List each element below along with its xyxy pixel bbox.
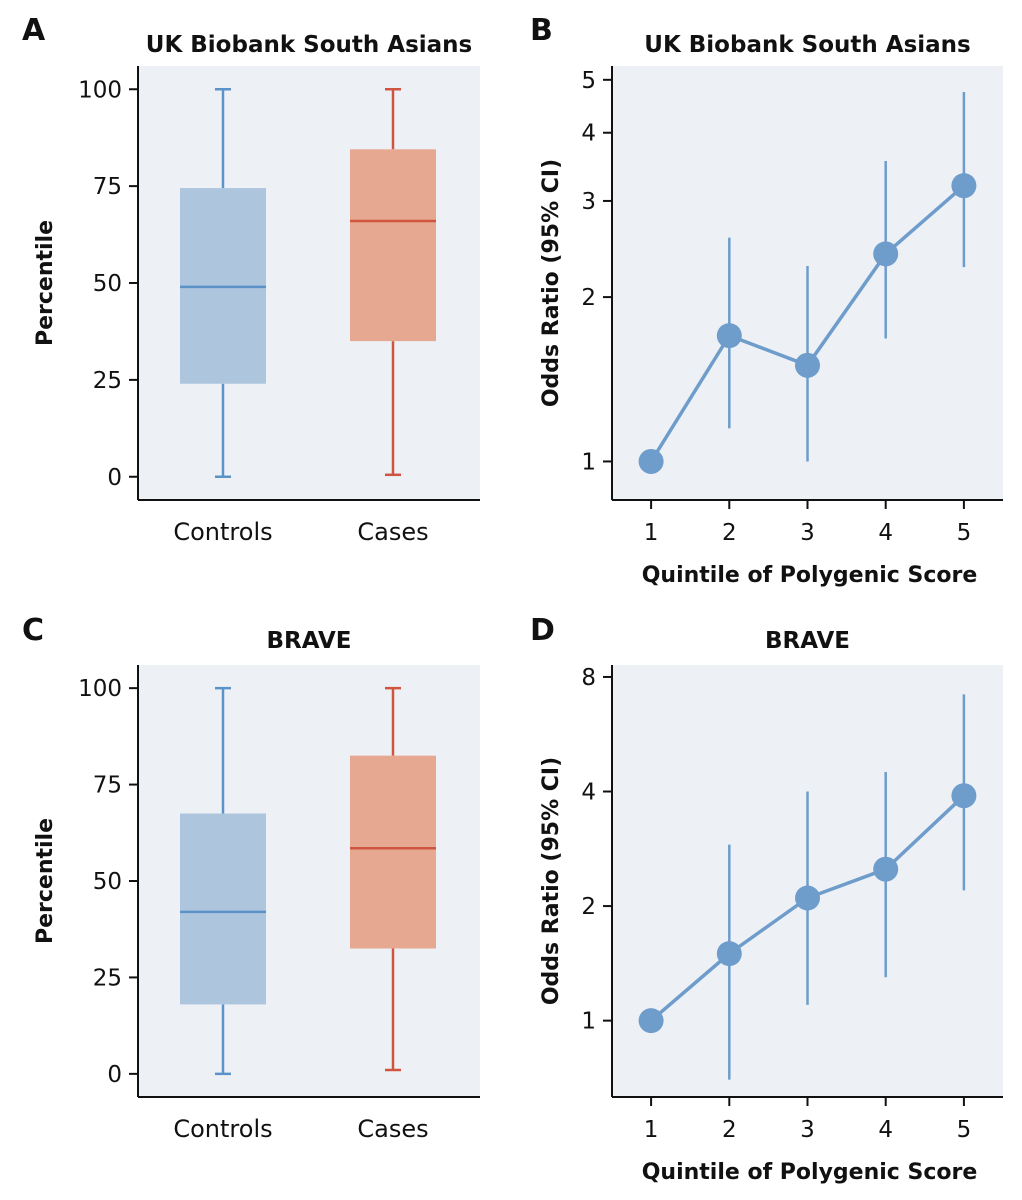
or-point bbox=[873, 241, 899, 267]
x-axis-label: Quintile of Polygenic Score bbox=[642, 1160, 978, 1185]
y-tick-label: 4 bbox=[581, 121, 596, 147]
chart-title: BRAVE bbox=[765, 628, 850, 654]
panel-letter: C bbox=[22, 613, 44, 648]
or-point bbox=[951, 173, 977, 199]
or-point bbox=[951, 783, 977, 809]
y-tick-label: 2 bbox=[581, 894, 596, 920]
x-tick-label: 5 bbox=[957, 1117, 972, 1143]
x-tick-label: 5 bbox=[957, 520, 972, 546]
panel-letter: B bbox=[530, 13, 553, 48]
y-tick-label: 100 bbox=[78, 77, 122, 103]
x-axis-label: Quintile of Polygenic Score bbox=[642, 563, 978, 588]
or-point bbox=[716, 323, 742, 349]
box-iqr bbox=[350, 149, 436, 342]
y-tick-label: 4 bbox=[581, 780, 596, 806]
y-tick-label: 8 bbox=[581, 665, 596, 691]
x-tick-label: 4 bbox=[878, 520, 893, 546]
panel-a: A UK Biobank South Asians 0 25 50 75 100 Percen… bbox=[22, 13, 480, 546]
y-tick-label: 0 bbox=[107, 1062, 122, 1088]
or-point bbox=[795, 352, 820, 378]
y-tick-label: 1 bbox=[581, 449, 596, 475]
y-tick-label: 5 bbox=[581, 68, 596, 94]
chart-title: UK Biobank South Asians bbox=[644, 32, 970, 58]
x-category-label: Cases bbox=[357, 1115, 428, 1143]
y-axis-label: Percentile bbox=[33, 220, 58, 346]
or-point bbox=[795, 885, 820, 911]
y-tick-label: 25 bbox=[93, 368, 122, 394]
panel-d: D BRAVE 1 2 4 8 Odds Ratio (95% CI) 1 2 3 4 5 Quinti… bbox=[530, 613, 1003, 1185]
x-tick-label: 3 bbox=[800, 520, 815, 546]
y-tick-label: 100 bbox=[78, 676, 122, 702]
box-cases bbox=[350, 88, 436, 477]
y-axis-label: Odds Ratio (95% CI) bbox=[539, 757, 564, 1005]
x-category-label: Cases bbox=[357, 518, 428, 546]
box-cases bbox=[350, 686, 436, 1072]
x-tick-label: 1 bbox=[644, 1117, 659, 1143]
y-tick-label: 2 bbox=[581, 285, 596, 311]
x-tick-label: 2 bbox=[722, 520, 737, 546]
panel-b: B UK Biobank South Asians 1 2 3 4 5 Odds Ratio … bbox=[530, 13, 1003, 588]
chart-title: UK Biobank South Asians bbox=[146, 32, 472, 58]
y-tick-label: 0 bbox=[107, 465, 122, 491]
y-tick-label: 3 bbox=[581, 189, 596, 215]
y-tick-label: 50 bbox=[93, 869, 122, 895]
x-category-label: Controls bbox=[173, 1115, 272, 1143]
x-tick-label: 1 bbox=[644, 520, 659, 546]
y-tick-label: 25 bbox=[93, 965, 122, 991]
y-tick-label: 50 bbox=[93, 271, 122, 297]
box-iqr bbox=[350, 755, 436, 949]
y-tick-label: 1 bbox=[581, 1009, 596, 1035]
or-point bbox=[638, 1008, 664, 1034]
chart-title: BRAVE bbox=[267, 628, 352, 654]
x-category-label: Controls bbox=[173, 518, 272, 546]
x-tick-label: 2 bbox=[722, 1117, 737, 1143]
box-iqr bbox=[180, 813, 266, 1005]
or-point bbox=[873, 856, 899, 882]
box-controls bbox=[180, 686, 266, 1076]
y-tick-label: 75 bbox=[93, 773, 122, 799]
panel-letter: A bbox=[22, 13, 46, 48]
y-axis-label: Odds Ratio (95% CI) bbox=[539, 159, 564, 407]
x-tick-label: 4 bbox=[878, 1117, 893, 1143]
panel-c: C BRAVE 0 25 50 75 100 Percentile Controls Cases bbox=[22, 613, 480, 1143]
or-point bbox=[638, 448, 664, 474]
y-axis-label: Percentile bbox=[33, 818, 58, 944]
or-point bbox=[716, 941, 742, 967]
panel-letter: D bbox=[530, 613, 555, 648]
x-tick-label: 3 bbox=[800, 1117, 815, 1143]
box-controls bbox=[180, 88, 266, 478]
y-tick-label: 75 bbox=[93, 174, 122, 200]
